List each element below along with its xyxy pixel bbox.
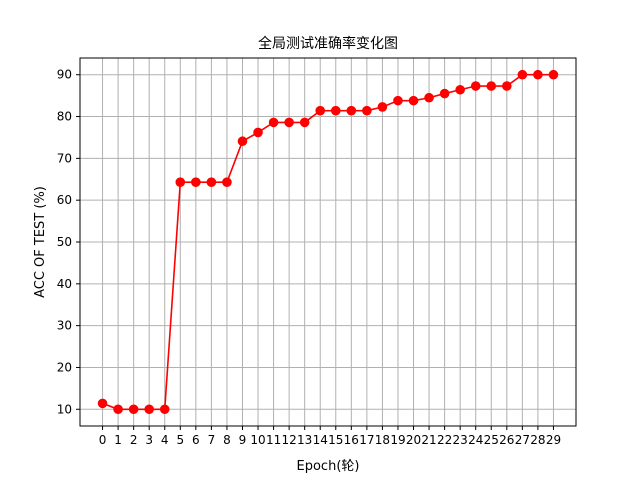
data-point [144, 404, 154, 415]
data-point [424, 92, 434, 103]
x-tick-label: 5 [176, 433, 184, 447]
x-tick-label: 23 [453, 433, 468, 447]
x-tick-label: 7 [208, 433, 216, 447]
data-point [113, 404, 123, 415]
x-tick-label: 4 [161, 433, 169, 447]
x-tick-label: 21 [421, 433, 436, 447]
x-tick-label: 9 [239, 433, 247, 447]
data-point [315, 105, 326, 116]
data-point [346, 105, 357, 116]
x-tick-label: 3 [145, 433, 153, 447]
x-tick-label: 24 [468, 433, 483, 447]
data-point [548, 69, 559, 80]
data-point [455, 84, 465, 95]
x-tick-label: 25 [484, 433, 499, 447]
data-point [393, 95, 403, 106]
x-tick-label: 18 [375, 433, 390, 447]
data-point [299, 117, 310, 128]
x-tick-label: 17 [359, 433, 374, 447]
y-tick-label: 60 [57, 193, 72, 207]
x-tick-label: 15 [328, 433, 343, 447]
y-tick-label: 90 [57, 68, 72, 82]
data-point [128, 404, 139, 415]
data-point [268, 117, 279, 128]
y-tick-label: 30 [57, 319, 72, 333]
data-point [533, 69, 543, 80]
x-tick-label: 28 [530, 433, 545, 447]
x-tick-label: 0 [99, 433, 107, 447]
x-tick-label: 11 [266, 433, 281, 447]
y-axis-label: ACC OF TEST (%) [33, 186, 48, 298]
x-tick-label: 26 [499, 433, 514, 447]
chart-title: 全局测试准确率变化图 [258, 35, 398, 52]
data-point [330, 105, 341, 116]
grid [80, 58, 576, 426]
data-point [439, 88, 450, 99]
y-tick-label: 40 [57, 277, 72, 291]
x-tick-label: 27 [515, 433, 530, 447]
data-point [206, 177, 217, 187]
data-point [486, 81, 497, 91]
x-tick-label: 12 [281, 433, 296, 447]
data-point [377, 102, 388, 112]
data-point [470, 81, 481, 91]
x-tick-label: 13 [297, 433, 312, 447]
data-point [97, 398, 108, 409]
y-tick-label: 20 [57, 360, 72, 374]
data-point [237, 136, 248, 147]
y-tick-label: 50 [57, 235, 72, 249]
data-point [159, 404, 170, 415]
data-point [191, 177, 201, 187]
x-tick-label: 10 [250, 433, 265, 447]
x-tick-label: 16 [344, 433, 359, 447]
axis-ticks: 0 1 2 3 4 5 6 7 8 9 10 11 12 13 14 15 16 17 18 19 20 21 22 23 24… [57, 68, 561, 447]
data-point [175, 177, 186, 187]
data-point [517, 69, 528, 80]
data-point [222, 177, 232, 187]
x-tick-label: 6 [192, 433, 200, 447]
x-tick-label: 20 [406, 433, 421, 447]
x-tick-label: 14 [313, 433, 328, 447]
x-tick-label: 2 [130, 433, 138, 447]
data-point [502, 81, 512, 91]
x-tick-label: 19 [390, 433, 405, 447]
data-point [408, 95, 419, 106]
x-tick-label: 8 [223, 433, 231, 447]
x-tick-label: 22 [437, 433, 452, 447]
x-tick-label: 29 [546, 433, 561, 447]
x-axis-label: Epoch(轮) [297, 459, 360, 474]
data-point [362, 105, 372, 116]
series-layer [97, 69, 559, 415]
data-point [253, 127, 263, 138]
data-point [284, 117, 294, 128]
x-tick-label: 1 [114, 433, 122, 447]
y-tick-label: 70 [57, 151, 72, 165]
y-tick-label: 80 [57, 110, 72, 124]
y-tick-label: 10 [57, 402, 72, 416]
